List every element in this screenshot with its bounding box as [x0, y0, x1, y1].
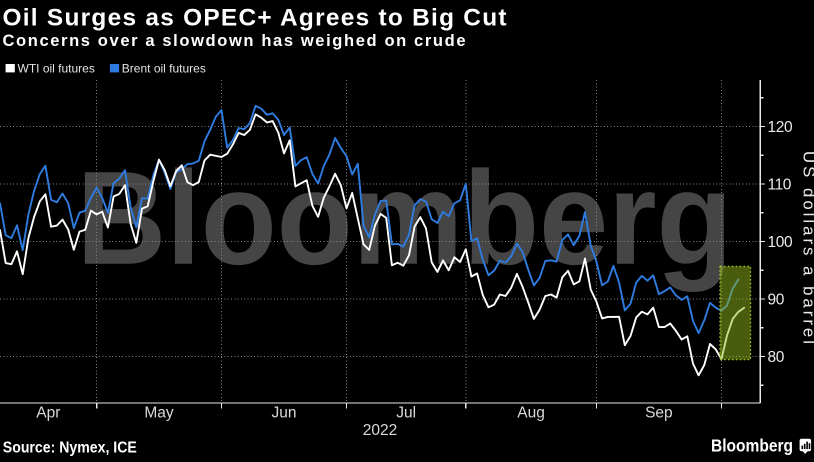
- svg-text:Sep: Sep: [645, 405, 673, 422]
- svg-text:90: 90: [768, 291, 785, 308]
- svg-text:110: 110: [768, 176, 792, 193]
- svg-text:May: May: [144, 405, 174, 422]
- svg-text:Bloomberg: Bloomberg: [77, 145, 733, 293]
- svg-text:WTI oil futures: WTI oil futures: [18, 62, 95, 76]
- svg-text:Aug: Aug: [517, 405, 545, 422]
- svg-text:Jun: Jun: [272, 405, 297, 422]
- svg-text:Jul: Jul: [396, 405, 416, 422]
- svg-text:80: 80: [768, 349, 785, 366]
- svg-text:Source: Nymex, ICE: Source: Nymex, ICE: [3, 439, 137, 456]
- svg-text:Concerns over a slowdown has w: Concerns over a slowdown has weighed on …: [3, 32, 466, 50]
- svg-text:100: 100: [768, 234, 793, 251]
- svg-text:Bloomberg: Bloomberg: [711, 436, 793, 456]
- svg-text:120: 120: [768, 119, 793, 136]
- svg-text:US dollars a barrel: US dollars a barrel: [800, 151, 814, 344]
- svg-text:Oil Surges as OPEC+ Agrees to: Oil Surges as OPEC+ Agrees to Big Cut: [3, 5, 507, 32]
- svg-text:Brent oil futures: Brent oil futures: [122, 62, 206, 76]
- svg-text:Apr: Apr: [36, 405, 60, 422]
- svg-text:2022: 2022: [363, 422, 397, 439]
